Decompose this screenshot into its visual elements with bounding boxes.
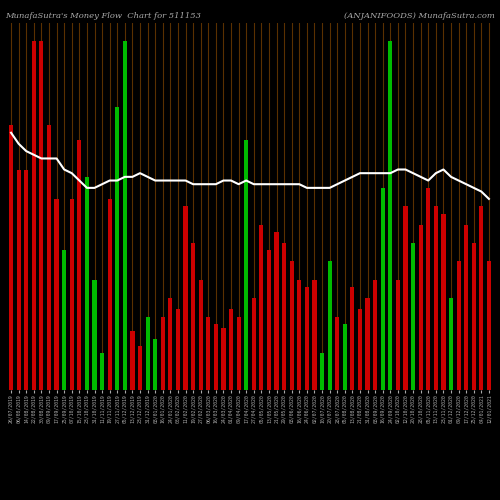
Bar (236, 316, 240, 390)
Bar (404, 206, 407, 390)
Bar (160, 316, 165, 390)
Bar (380, 188, 385, 390)
Bar (418, 224, 423, 390)
Bar (77, 140, 82, 390)
Bar (85, 177, 89, 390)
Bar (366, 298, 370, 390)
Bar (328, 262, 332, 390)
Bar (206, 316, 210, 390)
Bar (244, 140, 248, 390)
Bar (138, 346, 142, 390)
Bar (62, 250, 66, 390)
Bar (191, 243, 195, 390)
Bar (123, 41, 127, 390)
Bar (252, 298, 256, 390)
Bar (396, 280, 400, 390)
Bar (24, 170, 28, 390)
Bar (214, 324, 218, 390)
Bar (115, 107, 119, 390)
Bar (70, 199, 74, 390)
Bar (464, 224, 468, 390)
Bar (40, 41, 44, 390)
Bar (342, 324, 347, 390)
Text: (ANJANIFOODS) MunafaSutra.com: (ANJANIFOODS) MunafaSutra.com (344, 12, 495, 20)
Bar (388, 41, 392, 390)
Bar (222, 328, 226, 390)
Bar (335, 316, 340, 390)
Bar (47, 126, 51, 390)
Bar (290, 262, 294, 390)
Bar (260, 224, 264, 390)
Bar (373, 280, 377, 390)
Bar (229, 309, 233, 390)
Bar (9, 126, 13, 390)
Bar (480, 206, 484, 390)
Bar (434, 206, 438, 390)
Bar (92, 280, 96, 390)
Bar (146, 316, 150, 390)
Bar (168, 298, 172, 390)
Bar (54, 199, 58, 390)
Bar (358, 309, 362, 390)
Bar (426, 188, 430, 390)
Bar (449, 298, 453, 390)
Bar (312, 280, 316, 390)
Bar (411, 243, 415, 390)
Bar (472, 243, 476, 390)
Bar (350, 287, 354, 390)
Bar (442, 214, 446, 390)
Bar (320, 353, 324, 390)
Bar (108, 199, 112, 390)
Bar (176, 309, 180, 390)
Bar (100, 353, 104, 390)
Bar (456, 262, 460, 390)
Bar (305, 287, 309, 390)
Bar (267, 250, 271, 390)
Bar (16, 170, 20, 390)
Bar (184, 206, 188, 390)
Bar (282, 243, 286, 390)
Bar (32, 41, 36, 390)
Bar (198, 280, 203, 390)
Bar (487, 262, 491, 390)
Bar (274, 232, 278, 390)
Bar (130, 331, 134, 390)
Bar (297, 280, 302, 390)
Text: MunafaSutra's Money Flow  Chart for 511153: MunafaSutra's Money Flow Chart for 51115… (5, 12, 201, 20)
Bar (153, 338, 158, 390)
